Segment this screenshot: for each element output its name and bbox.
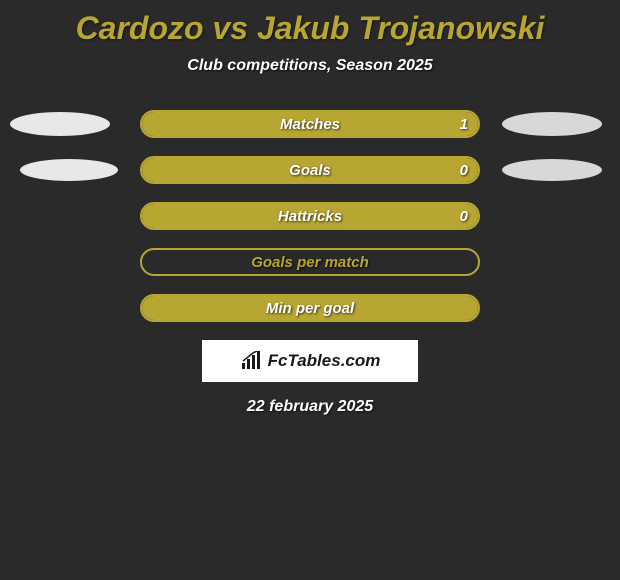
- bar-chart-icon: [240, 351, 264, 371]
- page-subtitle: Club competitions, Season 2025: [0, 57, 620, 75]
- page-title: Cardozo vs Jakub Trojanowski: [0, 10, 620, 47]
- left-marker-ellipse: [10, 112, 110, 136]
- logo-text: FcTables.com: [268, 351, 381, 371]
- stat-label: Hattricks: [278, 208, 342, 225]
- right-marker-ellipse: [502, 112, 602, 136]
- stat-row: Matches 1: [0, 110, 620, 138]
- stats-area: Matches 1 Goals 0 Hattricks 0: [0, 110, 620, 322]
- comparison-container: Cardozo vs Jakub Trojanowski Club compet…: [0, 0, 620, 416]
- stat-label: Goals per match: [251, 254, 369, 271]
- stat-value: 0: [460, 208, 468, 225]
- stat-label: Min per goal: [266, 300, 354, 317]
- stat-row: Goals 0: [0, 156, 620, 184]
- logo-content: FcTables.com: [240, 351, 381, 371]
- stat-row: Goals per match: [0, 248, 620, 276]
- stat-bar: Goals per match: [140, 248, 480, 276]
- stat-bar: Min per goal: [140, 294, 480, 322]
- stat-value: 0: [460, 162, 468, 179]
- stat-value: 1: [460, 116, 468, 133]
- stat-row: Min per goal: [0, 294, 620, 322]
- date-text: 22 february 2025: [0, 398, 620, 416]
- stat-bar: Matches 1: [140, 110, 480, 138]
- logo-box: FcTables.com: [202, 340, 418, 382]
- right-marker-ellipse: [502, 159, 602, 181]
- stat-label: Goals: [289, 162, 331, 179]
- stat-bar: Goals 0: [140, 156, 480, 184]
- left-marker-ellipse: [20, 159, 118, 181]
- stat-row: Hattricks 0: [0, 202, 620, 230]
- stat-label: Matches: [280, 116, 340, 133]
- stat-bar: Hattricks 0: [140, 202, 480, 230]
